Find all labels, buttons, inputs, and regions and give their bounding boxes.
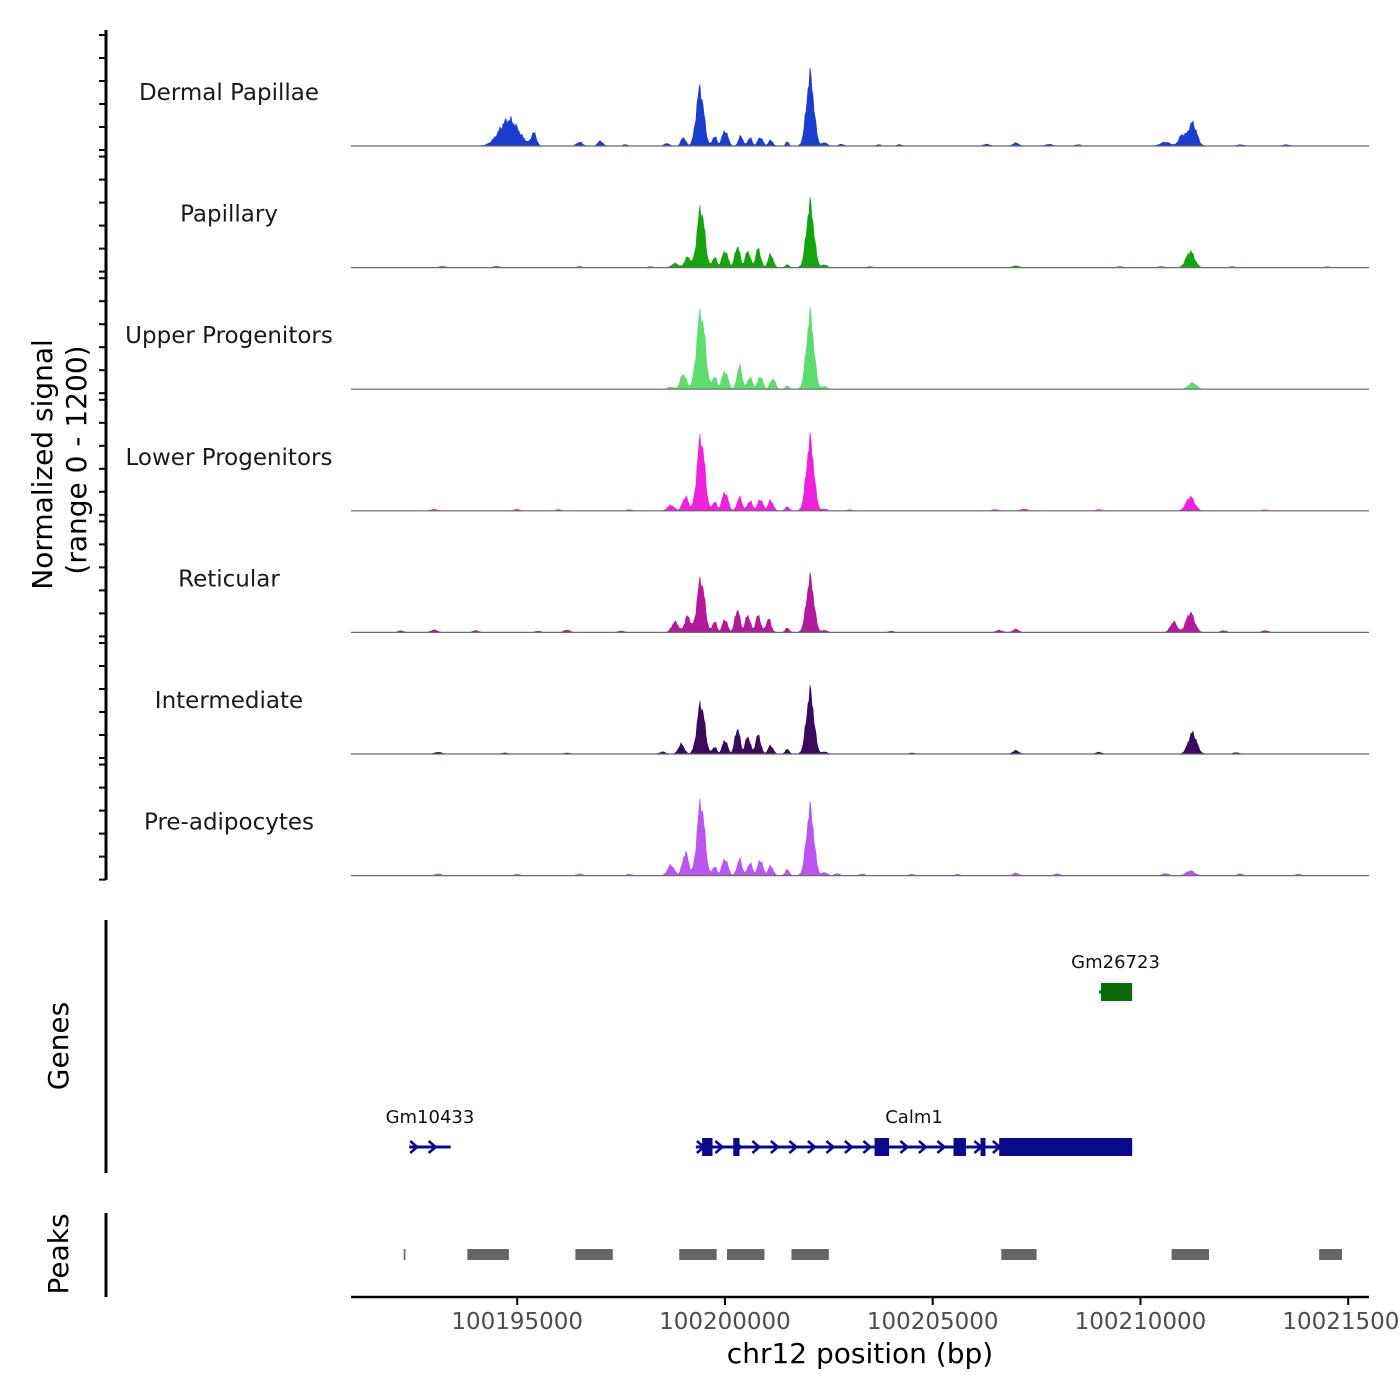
strand-arrow	[825, 1140, 836, 1154]
track-label: Papillary	[180, 202, 278, 228]
gene-gm26723: Gm26723	[1071, 952, 1160, 1001]
strand-arrow	[751, 1140, 762, 1154]
peaks-panel-title: Peaks	[42, 1213, 75, 1294]
strand-arrow	[918, 1140, 928, 1154]
strand-arrow	[714, 1140, 725, 1154]
track-label: Lower Progenitors	[126, 445, 333, 471]
strand-arrow	[427, 1140, 438, 1154]
x-tick-label: 100195000	[451, 1309, 583, 1335]
strand-arrow	[844, 1140, 854, 1154]
peak-region	[791, 1249, 829, 1260]
peak-region	[1319, 1249, 1342, 1260]
peak-region	[727, 1249, 765, 1260]
gene-exon	[953, 1138, 966, 1156]
y-axis-title-line-1: Normalized signal	[26, 339, 59, 590]
gene-exon	[980, 1138, 986, 1156]
x-axis-title: chr12 position (bp)	[727, 1337, 993, 1370]
peak-region	[403, 1249, 406, 1260]
track-reticular: Reticular	[178, 566, 1369, 634]
peak-regions	[403, 1249, 1342, 1260]
gene-label: Gm10433	[386, 1107, 475, 1128]
strand-arrow	[788, 1140, 799, 1154]
signal-area	[351, 197, 1369, 268]
track-upper-progenitors: Upper Progenitors	[125, 307, 1369, 390]
gene-exon	[702, 1138, 713, 1156]
track-dermal-papillae: Dermal Papillae	[139, 67, 1369, 147]
signal-area	[351, 307, 1369, 390]
gene-exon	[733, 1138, 740, 1156]
signal-area	[351, 432, 1369, 512]
x-axis-ticks: 100195000 100200000 100205000 100210000 1002…	[451, 1297, 1400, 1335]
strand-arrow	[409, 1140, 420, 1154]
gene-label: Calm1	[885, 1107, 943, 1128]
gene-annotations: Gm26723 Gm10433 Calm1	[386, 952, 1160, 1156]
coverage-tracks: Dermal Papillae Papillary Upper Progenitor…	[125, 67, 1369, 877]
gene-exon	[1100, 983, 1133, 1001]
coverage-y-ticks	[99, 34, 106, 881]
x-tick-label: 100205000	[867, 1309, 999, 1335]
gene-calm1: Calm1	[695, 1107, 1133, 1156]
peak-region	[1171, 1249, 1210, 1260]
x-tick-label: 100200000	[659, 1309, 791, 1335]
signal-area	[351, 685, 1369, 755]
track-pre-adipocytes: Pre-adipocytes	[144, 798, 1369, 877]
track-label: Dermal Papillae	[139, 80, 319, 106]
peak-region	[467, 1249, 509, 1260]
signal-area	[351, 67, 1369, 147]
gene-gm10433: Gm10433	[386, 1107, 475, 1154]
track-label: Reticular	[178, 566, 280, 592]
track-label: Intermediate	[155, 688, 303, 714]
peak-region	[1001, 1249, 1037, 1260]
track-intermediate: Intermediate	[155, 685, 1369, 755]
track-label: Upper Progenitors	[125, 323, 333, 349]
genes-panel-title: Genes	[42, 1002, 75, 1090]
y-axis-title-line-2: (range 0 - 1200)	[60, 345, 93, 574]
track-label: Pre-adipocytes	[144, 810, 314, 836]
x-tick-label: 100215000	[1282, 1309, 1400, 1335]
signal-area	[351, 572, 1369, 633]
x-tick-label: 100210000	[1075, 1309, 1207, 1335]
strand-arrow	[862, 1140, 873, 1154]
strand-arrow	[770, 1140, 780, 1154]
coverage-y-axis-title: Normalized signal (range 0 - 1200)	[26, 330, 93, 589]
strand-arrow	[807, 1140, 817, 1154]
peak-region	[679, 1249, 717, 1260]
signal-area	[351, 798, 1369, 876]
track-lower-progenitors: Lower Progenitors	[126, 432, 1369, 512]
gene-label: Gm26723	[1071, 952, 1160, 973]
gene-exon	[874, 1138, 890, 1156]
strand-arrow	[936, 1140, 947, 1154]
peak-region	[575, 1249, 613, 1260]
track-papillary: Papillary	[180, 197, 1369, 269]
gene-exon	[999, 1138, 1133, 1156]
strand-arrow	[899, 1140, 910, 1154]
